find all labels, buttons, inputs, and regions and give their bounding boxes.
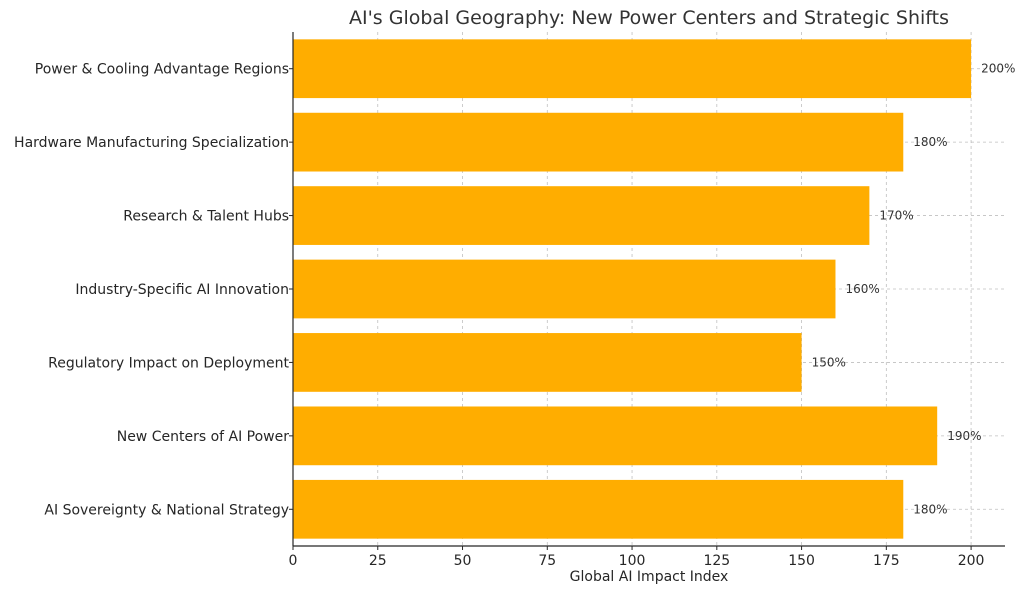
x-tick-label-6: 150 (788, 553, 815, 569)
x-tick-label-1: 25 (369, 553, 387, 569)
x-tick-label-5: 125 (703, 553, 730, 569)
x-tick-label-7: 175 (873, 553, 900, 569)
value-label-3: 160% (845, 282, 879, 296)
bar-0 (293, 479, 904, 539)
value-label-1: 190% (947, 429, 981, 443)
x-axis-title: Global AI Impact Index (570, 569, 729, 585)
x-tick-label-4: 100 (619, 553, 646, 569)
x-tick-label-0: 0 (289, 553, 298, 569)
value-label-0: 180% (913, 502, 947, 516)
value-label-2: 150% (812, 355, 846, 369)
category-label-2: Regulatory Impact on Deployment (48, 355, 289, 371)
value-label-4: 170% (879, 209, 913, 223)
category-label-0: AI Sovereignty & National Strategy (44, 502, 289, 518)
x-axis-ticks: 0 25 50 75 100 125 150 175 200 (289, 546, 985, 569)
bar-6 (293, 39, 972, 99)
category-label-4: Research & Talent Hubs (123, 209, 289, 225)
bar-3 (293, 259, 836, 319)
category-label-3: Industry-Specific AI Innovation (75, 282, 289, 298)
bar-1 (293, 406, 938, 466)
category-label-1: New Centers of AI Power (117, 429, 290, 445)
category-label-6: Power & Cooling Advantage Regions (35, 62, 289, 78)
bars (293, 39, 972, 539)
x-tick-label-3: 75 (538, 553, 556, 569)
category-label-5: Hardware Manufacturing Specialization (14, 135, 289, 151)
x-tick-label-2: 50 (454, 553, 472, 569)
category-labels: AI Sovereignty & National Strategy New Ce… (14, 62, 293, 518)
bar-2 (293, 333, 802, 392)
x-tick-label-8: 200 (958, 553, 985, 569)
value-label-6: 200% (981, 62, 1015, 76)
value-label-5: 180% (913, 135, 947, 149)
chart-title: AI's Global Geography: New Power Centers… (349, 7, 949, 29)
bar-4 (293, 186, 870, 245)
bar-5 (293, 112, 904, 172)
value-labels: 180% 190% 150% 160% 170% 180% 200% (812, 62, 1016, 517)
